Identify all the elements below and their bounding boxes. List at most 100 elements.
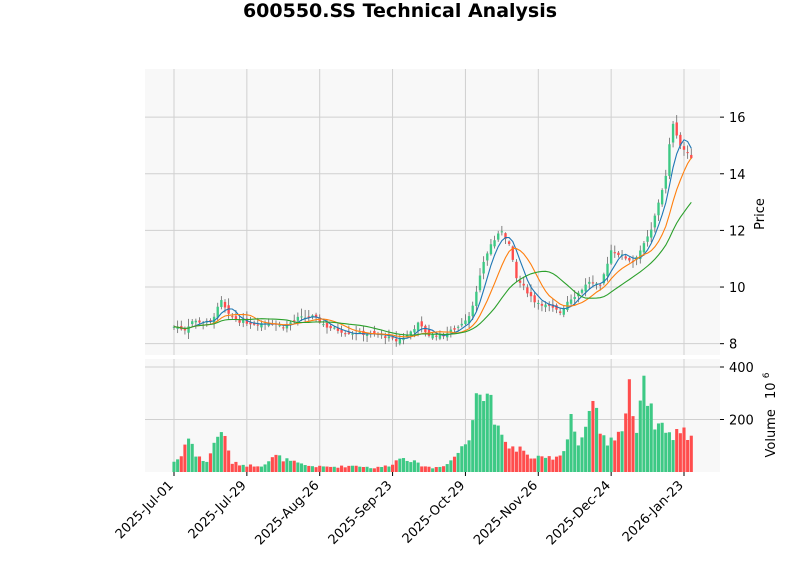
volume-bar — [525, 454, 529, 472]
candle-up — [431, 334, 434, 339]
volume-bar — [256, 466, 260, 472]
candle-up — [493, 240, 496, 247]
candle-up — [489, 244, 493, 255]
candle-up — [409, 331, 412, 336]
price-panel: 8 10 12 14 16 Price — [145, 69, 768, 355]
volume-bar — [205, 461, 209, 472]
volume-bar — [263, 464, 267, 472]
volume-bar — [558, 455, 562, 472]
volume-bar — [190, 443, 194, 472]
volume-bar — [285, 458, 289, 472]
candle-up — [351, 333, 354, 335]
candle-up — [387, 336, 391, 339]
volume-bar — [318, 465, 322, 472]
candle-down — [624, 256, 627, 259]
price-tick-label: 12 — [729, 224, 746, 239]
candle-down — [340, 329, 343, 333]
volume-bar — [216, 436, 220, 472]
candle-down — [336, 328, 340, 331]
candle-up — [584, 284, 587, 292]
candle-up — [267, 323, 270, 326]
volume-bar — [292, 460, 296, 472]
volume-bar — [310, 466, 314, 472]
volume-bar — [438, 466, 442, 472]
volume-bar — [503, 441, 508, 472]
x-tick-label: 2025-Aug-26 — [252, 478, 322, 548]
volume-tick-label: 200 — [729, 414, 754, 429]
candle-down — [558, 311, 562, 313]
volume-bar — [620, 431, 624, 472]
candle-up — [380, 334, 383, 336]
volume-bar — [514, 451, 518, 472]
volume-bar — [343, 467, 347, 472]
candle-down — [344, 333, 347, 335]
volume-bar — [653, 429, 657, 472]
volume-bar — [365, 466, 369, 472]
volume-bar — [456, 452, 460, 472]
volume-bar — [303, 465, 307, 472]
volume-bar — [482, 401, 486, 472]
volume-bar — [587, 410, 591, 472]
volume-bar — [631, 416, 635, 472]
volume-axis-label: Volume 10 6 — [762, 372, 779, 457]
candle-up — [416, 322, 420, 331]
volume-bar — [576, 445, 580, 472]
volume-bar — [354, 465, 358, 472]
volume-bar — [442, 466, 446, 472]
candle-down — [540, 303, 544, 306]
candle-down — [617, 252, 620, 256]
volume-bar — [554, 456, 559, 472]
price-tick-label: 14 — [729, 168, 746, 183]
volume-bar — [616, 431, 620, 472]
volume-bar — [511, 446, 515, 472]
candle-up — [365, 334, 369, 336]
candle-up — [358, 331, 361, 333]
candle-up — [456, 326, 460, 328]
candle-up — [482, 261, 485, 274]
volume-bar — [234, 461, 238, 472]
candle-down — [293, 320, 296, 322]
candle-up — [664, 175, 667, 189]
x-tick-label: 2025-Jul-01 — [113, 478, 177, 542]
price-axis: 8 10 12 14 16 — [720, 111, 746, 353]
candle-down — [373, 330, 376, 334]
volume-bar — [372, 468, 376, 472]
candle-up — [216, 306, 219, 318]
volume-bar — [223, 435, 227, 472]
volume-bar — [278, 455, 282, 472]
candle-up — [187, 326, 190, 333]
candle-up — [194, 320, 198, 323]
candle-down — [529, 292, 533, 297]
volume-bar — [496, 425, 500, 472]
volume-bar — [540, 456, 544, 472]
volume-bar — [584, 426, 588, 472]
candle-down — [307, 316, 310, 318]
volume-bar — [369, 468, 373, 472]
volume-bar — [321, 466, 325, 472]
candle-up — [646, 236, 649, 242]
candle-up — [486, 253, 489, 261]
candle-up — [668, 144, 671, 176]
volume-bar — [471, 420, 475, 472]
volume-bar — [336, 467, 340, 472]
candle-down — [420, 321, 423, 327]
candle-up — [478, 275, 482, 291]
candle-up — [191, 321, 194, 325]
volume-bar — [391, 464, 395, 472]
volume-bar — [500, 434, 504, 472]
volume-bar — [675, 429, 679, 472]
volume-bar — [635, 432, 639, 472]
volume-bar — [493, 424, 497, 472]
volume-bar — [332, 466, 336, 472]
candle-down — [515, 261, 518, 279]
volume-bar — [573, 431, 577, 472]
volume-bar — [194, 456, 198, 472]
volume-bar — [689, 435, 693, 472]
volume-bar — [230, 463, 234, 472]
volume-bar — [420, 466, 424, 472]
volume-bar — [598, 433, 602, 472]
candle-up — [602, 274, 606, 284]
volume-bar — [208, 453, 212, 472]
volume-bar — [248, 464, 253, 472]
volume-bar — [646, 405, 650, 472]
